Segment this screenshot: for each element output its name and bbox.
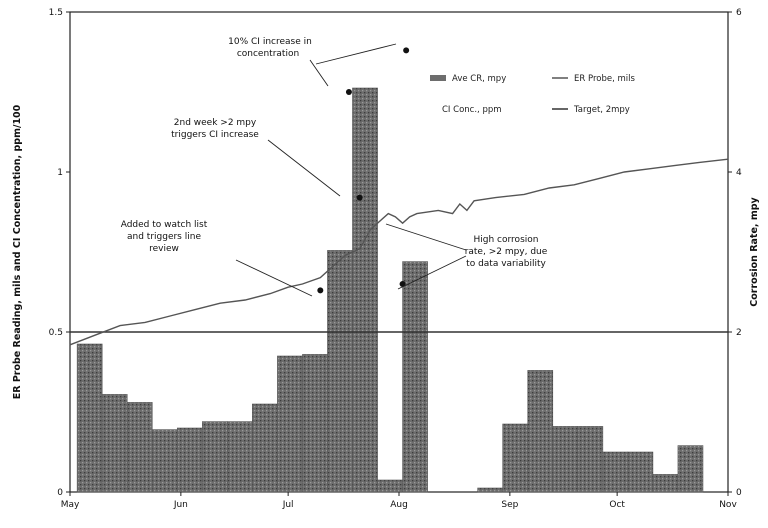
x-tick-label: Aug	[390, 500, 408, 510]
annotation-leader	[385, 223, 467, 251]
er-probe-line	[69, 158, 729, 346]
legend-swatch	[430, 75, 446, 81]
annotation-text: 2nd week >2 mpy	[174, 118, 257, 128]
ci-point	[356, 194, 363, 201]
ci-point	[403, 47, 410, 54]
bar	[477, 487, 504, 493]
bar	[302, 354, 328, 493]
y-left-tick-label: 0.5	[49, 328, 63, 338]
y-left-axis-title: ER Probe Reading, mils and CI Concentrat…	[12, 104, 23, 399]
y-right-axis-title: Corrosion Rate, mpy	[749, 196, 760, 306]
bar	[126, 402, 153, 493]
y-left-tick-label: 1	[57, 168, 63, 178]
x-tick-label: May	[61, 500, 80, 510]
y-left-tick-label: 1.5	[49, 8, 63, 18]
bar	[76, 343, 103, 493]
plot-area-frame	[69, 11, 729, 493]
y-left-ticks: 0 0.5 1 1.5	[49, 8, 70, 498]
annotation-leader	[315, 43, 397, 65]
bar	[202, 421, 228, 493]
x-tick-label: Jul	[282, 500, 294, 510]
legend-label: Ave CR, mpy	[452, 74, 506, 84]
ci-point	[317, 287, 324, 294]
annotation-text: review	[149, 244, 179, 254]
bar	[252, 403, 278, 493]
bar	[352, 87, 378, 493]
bar	[652, 474, 679, 493]
x-tick-label: Oct	[609, 500, 625, 510]
bar	[402, 261, 428, 493]
x-tick-label: Sep	[501, 500, 518, 510]
annotations-layer: 10% CI increase in concentration 2nd week …	[121, 37, 548, 297]
x-ticks: May Jun Jul Aug Sep Oct Nov	[61, 492, 737, 510]
annotation-text: High corrosion	[474, 235, 539, 245]
bar	[327, 250, 353, 493]
annotation-text: triggers CI increase	[171, 130, 259, 140]
bars-layer	[76, 87, 704, 493]
bar	[552, 426, 579, 493]
er-line-layer	[69, 158, 729, 346]
bar	[677, 445, 704, 493]
annotation-text: to data variability	[466, 259, 546, 269]
bar	[602, 451, 629, 493]
bar	[151, 429, 178, 493]
y-left-tick-label: 0	[57, 488, 63, 498]
y-right-tick-label: 6	[736, 8, 742, 18]
bar	[176, 427, 203, 493]
annotation-leader	[309, 59, 329, 87]
annotation-text: concentration	[237, 49, 299, 59]
bar	[377, 479, 403, 493]
legend-label: ER Probe, mils	[574, 74, 635, 84]
ci-point	[399, 281, 406, 287]
legend-label: Target, 2mpy	[573, 105, 630, 115]
y-right-tick-label: 4	[736, 168, 742, 178]
annotation-leader	[397, 255, 467, 290]
bar	[227, 421, 253, 493]
annotation-leader	[267, 139, 341, 197]
annotation-text: Added to watch list	[121, 220, 208, 230]
annotation-leader	[235, 259, 313, 297]
annotation-text: and triggers line	[127, 232, 201, 242]
y-right-tick-label: 2	[736, 328, 742, 338]
bar	[577, 426, 604, 493]
ci-point	[345, 89, 352, 95]
annotation-text: 10% CI increase in	[228, 37, 312, 47]
legend: Ave CR, mpy ER Probe, mils CI Conc., ppm Ta…	[430, 74, 635, 115]
bar	[627, 451, 654, 493]
ci-points-layer	[317, 47, 410, 294]
bar	[101, 394, 128, 493]
y-right-tick-label: 0	[736, 488, 742, 498]
legend-label: CI Conc., ppm	[442, 105, 502, 115]
y-right-ticks: 0 2 4 6	[728, 8, 742, 498]
x-tick-label: Nov	[719, 500, 737, 510]
bar	[502, 423, 529, 493]
annotation-text: rate, >2 mpy, due	[465, 247, 548, 257]
x-tick-label: Jun	[173, 500, 188, 510]
bar	[277, 355, 303, 493]
bar	[527, 370, 554, 493]
